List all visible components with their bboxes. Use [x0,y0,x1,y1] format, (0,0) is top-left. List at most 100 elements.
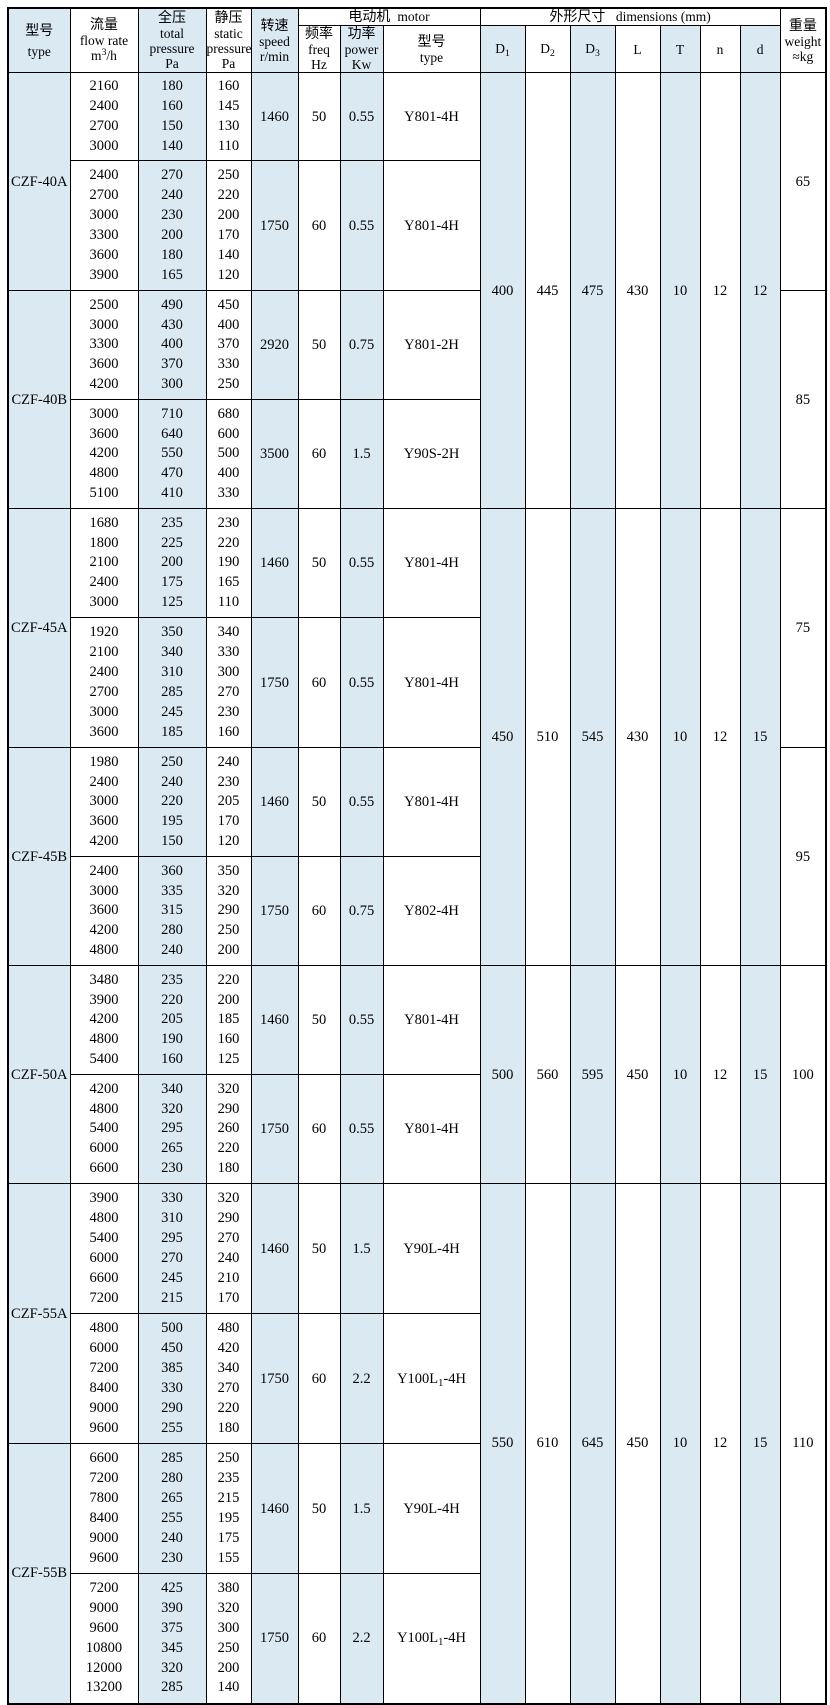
table-row: CZF-40B 2500 3000 3300 3600 4200 490 430 400 370 3… [7,290,827,510]
total-pressure-cell-value: 280 [161,1470,183,1487]
flow-rate-cell: 2160 2400 2700 3000 [69,72,139,162]
weight-cell: 100 [779,965,827,1185]
flow-rate-cell-value: 7800 [89,1490,119,1507]
total-pressure-cell-value: 270 [161,167,183,184]
total-pressure-cell-value: 450 [161,1340,183,1357]
header-freq-cn: 频率 [305,26,333,43]
flow-rate-cell: 1980 2400 3000 3600 4200 [69,747,139,858]
flow-rate-cell-value: 2400 [89,664,119,681]
total-pressure-cell-value: 230 [161,207,183,224]
flow-rate-cell-value: 3000 [89,793,119,810]
dimension-n-cell: 12 [699,965,741,1185]
static-pressure-cell-value: 600 [217,425,240,442]
total-pressure-cell-value: 390 [161,1599,183,1616]
static-pressure-cell-value: 270 [217,1379,240,1396]
static-pressure-cell-value: 230 [217,773,240,790]
total-pressure-cell-value: 320 [161,1659,183,1676]
power-cell: 2.2 [339,1573,384,1705]
motor-type-cell: Y801-4H [382,965,481,1076]
static-pressure-cell-value: 110 [217,594,240,611]
header-weight-cn: 重量 [788,17,817,34]
total-pressure-cell: 425 390 375 345 320 285 [137,1573,207,1705]
static-pressure-cell-value: 220 [217,1399,240,1416]
static-pressure-cell-value: 160 [217,723,240,740]
total-pressure-cell-value: 240 [161,942,183,959]
header-type-cn: 型号 [25,22,54,39]
flow-rate-cell-value: 3600 [89,246,119,263]
total-pressure-cell-value: 255 [161,1419,183,1436]
power-cell: 2.2 [339,1313,384,1445]
static-pressure-cell-value: 180 [217,1419,240,1436]
freq-cell: 50 [297,290,341,401]
static-pressure-cell-value: 175 [217,1529,240,1546]
static-pressure-cell: 250 235 215 195 175 155 [205,1443,252,1575]
header-total-pressure-cn: 全压 [158,9,186,26]
flow-rate-cell-value: 3000 [89,207,119,224]
static-pressure-cell-value: 480 [217,1320,240,1337]
static-pressure-cell-value: 500 [217,445,240,462]
flow-rate-cell: 2400 2700 3000 3300 3600 3900 [69,160,139,292]
static-pressure-cell-value: 120 [217,833,240,850]
total-pressure-cell-value: 430 [161,316,183,333]
model-name-cell: CZF-40A [7,72,71,292]
flow-rate-cell-value: 3000 [89,882,119,899]
static-pressure-cell-value: 300 [217,1619,240,1636]
static-pressure-cell-value: 120 [217,266,240,283]
static-pressure-cell-value: 205 [217,793,240,810]
static-pressure-cell-value: 320 [217,1599,240,1616]
total-pressure-cell: 360 335 315 280 240 [137,856,207,967]
flow-rate-cell-value: 3000 [89,316,119,333]
total-pressure-cell-value: 150 [161,833,183,850]
header-motor-group-cn: 电动机 [348,9,391,25]
total-pressure-cell-value: 180 [161,78,183,95]
flow-rate-cell-value: 6000 [89,1340,119,1357]
table-row: CZF-45B 1980 2400 3000 3600 4200 250 240 220 195 1… [7,747,827,967]
total-pressure-cell-value: 245 [161,1269,183,1286]
total-pressure-cell-value: 490 [161,296,183,313]
total-pressure-cell-value: 245 [161,703,183,720]
header-flow-rate-cn: 流量 [90,17,118,34]
flow-rate-cell-value: 9600 [89,1419,119,1436]
flow-rate-cell-value: 7200 [89,1580,119,1597]
motor-type-cell: Y90S-2H [382,399,481,510]
spec-table-container: 型号 type 流量 flow rate m3/h 全压 total press… [7,7,828,1705]
header-static-pressure-cn: 静压 [214,9,243,26]
flow-rate-cell-value: 7200 [89,1360,119,1377]
static-pressure-cell-value: 350 [217,862,240,879]
dimension-d2-cell: 560 [524,965,571,1185]
static-pressure-cell: 350 320 290 250 200 [205,856,252,967]
header-n: n [699,25,741,74]
static-pressure-cell-value: 250 [217,1450,240,1467]
dimension-d1-cell: 550 [479,1183,526,1705]
static-pressure-cell: 250 220 200 170 140 120 [205,160,252,292]
power-cell: 0.55 [339,617,384,749]
static-pressure-cell-value: 250 [217,1639,240,1656]
static-pressure-cell-value: 290 [217,902,240,919]
speed-cell: 1750 [250,160,299,292]
flow-rate-cell-value: 3000 [89,703,119,720]
total-pressure-cell: 490 430 400 370 300 [137,290,207,401]
flow-rate-cell: 1920 2100 2400 2700 3000 3600 [69,617,139,749]
motor-type-cell: Y801-2H [382,290,481,401]
static-pressure-cell-value: 230 [217,703,240,720]
freq-cell: 60 [297,1074,341,1185]
flow-rate-cell-value: 3900 [89,266,119,283]
motor-type-cell: Y801-4H [382,72,481,162]
static-pressure-cell: 240 230 205 170 120 [205,747,252,858]
flow-rate-cell-value: 4800 [89,1320,119,1337]
dimension-d2-cell: 510 [524,508,571,967]
dimension-d3-cell: 475 [569,72,616,510]
weight-cell: 110 [779,1183,827,1705]
total-pressure-cell-value: 320 [161,1100,183,1117]
flow-rate-cell: 1680 1800 2100 2400 3000 [69,508,139,619]
static-pressure-cell-value: 300 [217,664,240,681]
total-pressure-cell-value: 315 [161,902,183,919]
power-cell: 0.55 [339,1074,384,1185]
table-row: 2400 2700 3000 3300 3600 3900 270 240 230 200 180 1… [8,160,826,292]
flow-rate-cell-value: 3600 [89,425,119,442]
weight-cell: 65 [779,72,827,292]
flow-rate-cell-value: 9000 [89,1529,119,1546]
flow-rate-cell: 7200 9000 9600 10800 12000 13200 [69,1573,139,1705]
header-motor-group: 电动机 motor [297,7,481,27]
header-l: L [614,25,661,74]
